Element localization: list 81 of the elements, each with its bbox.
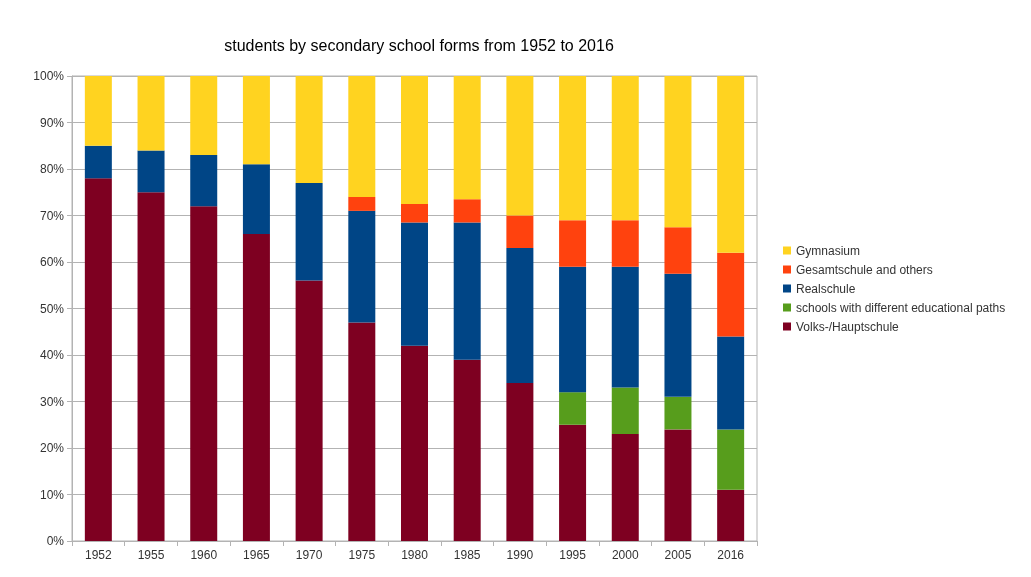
y-tick-label: 80% [39,162,65,176]
bar [348,210,376,323]
legend-label: Gymnasium [796,243,861,258]
bar [611,387,639,435]
bar [611,76,639,221]
bar [453,199,481,223]
bar [242,76,270,165]
bar [190,76,218,156]
bar [453,359,481,541]
chart-title: students by secondary school forms from 1952 to 2016 [224,36,614,54]
y-tick-label: 40% [39,348,65,362]
bar [717,336,745,430]
x-tick-label: 1990 [506,548,534,562]
y-tick-label: 0% [46,534,65,548]
legend-label: schools with different educational paths [796,300,1006,315]
bar [295,280,323,541]
bar [717,252,745,337]
bar [506,248,534,383]
bar [348,196,376,211]
bar [611,266,639,388]
x-tick-label: 1952 [84,548,113,562]
y-tick-label: 30% [39,394,65,409]
bar [453,76,481,200]
bar [664,273,692,397]
bar [295,182,323,281]
y-tick-label: 50% [39,301,65,316]
x-tick-label: 1995 [559,548,587,562]
bar [137,192,165,541]
x-tick-label: 1965 [243,548,271,562]
bar [137,76,165,151]
bar [611,434,639,541]
bar [295,76,323,183]
bar [506,76,534,216]
x-tick-label: 1960 [190,548,218,562]
legend-label: Realschule [796,281,856,296]
x-tick-label: 1955 [137,548,165,562]
bar [664,396,692,430]
bar [506,382,534,541]
bar [401,345,428,541]
bar [84,178,112,541]
x-tick-label: 2016 [717,548,745,562]
bar [717,489,745,541]
bar [664,76,692,228]
bar [84,145,112,179]
bar [664,429,692,541]
bar [84,76,112,146]
bar [611,220,639,267]
x-tick-label: 1970 [295,548,323,562]
bar [453,222,481,360]
bar [348,322,376,541]
bar [559,392,587,425]
bar [559,76,587,221]
bar [137,150,165,193]
bar [506,215,534,249]
x-tick-label: 1975 [348,548,376,562]
x-tick-label: 1980 [401,548,429,562]
bar [664,227,692,274]
bar [348,76,376,197]
bar [401,222,428,346]
bar [242,164,270,235]
x-tick-label: 1985 [453,548,481,562]
bar [190,155,218,207]
bar [401,76,428,204]
x-tick-label: 2000 [611,548,639,562]
y-tick-label: 60% [39,255,65,269]
y-tick-label: 100% [33,69,65,83]
bar [401,203,428,223]
legend-label: Volks-/Hauptschule [796,319,900,334]
bar [559,424,587,541]
y-tick-label: 70% [39,208,65,223]
bar [559,220,587,267]
legend-label: Gesamtschule and others [796,262,933,277]
x-tick-label: 2005 [664,548,692,562]
bar [190,206,218,541]
bar [559,266,587,393]
bar [717,76,745,253]
y-tick-label: 20% [39,441,65,455]
bar [717,429,745,490]
bar [242,234,270,541]
y-tick-label: 90% [39,115,65,130]
y-tick-label: 10% [39,487,65,502]
